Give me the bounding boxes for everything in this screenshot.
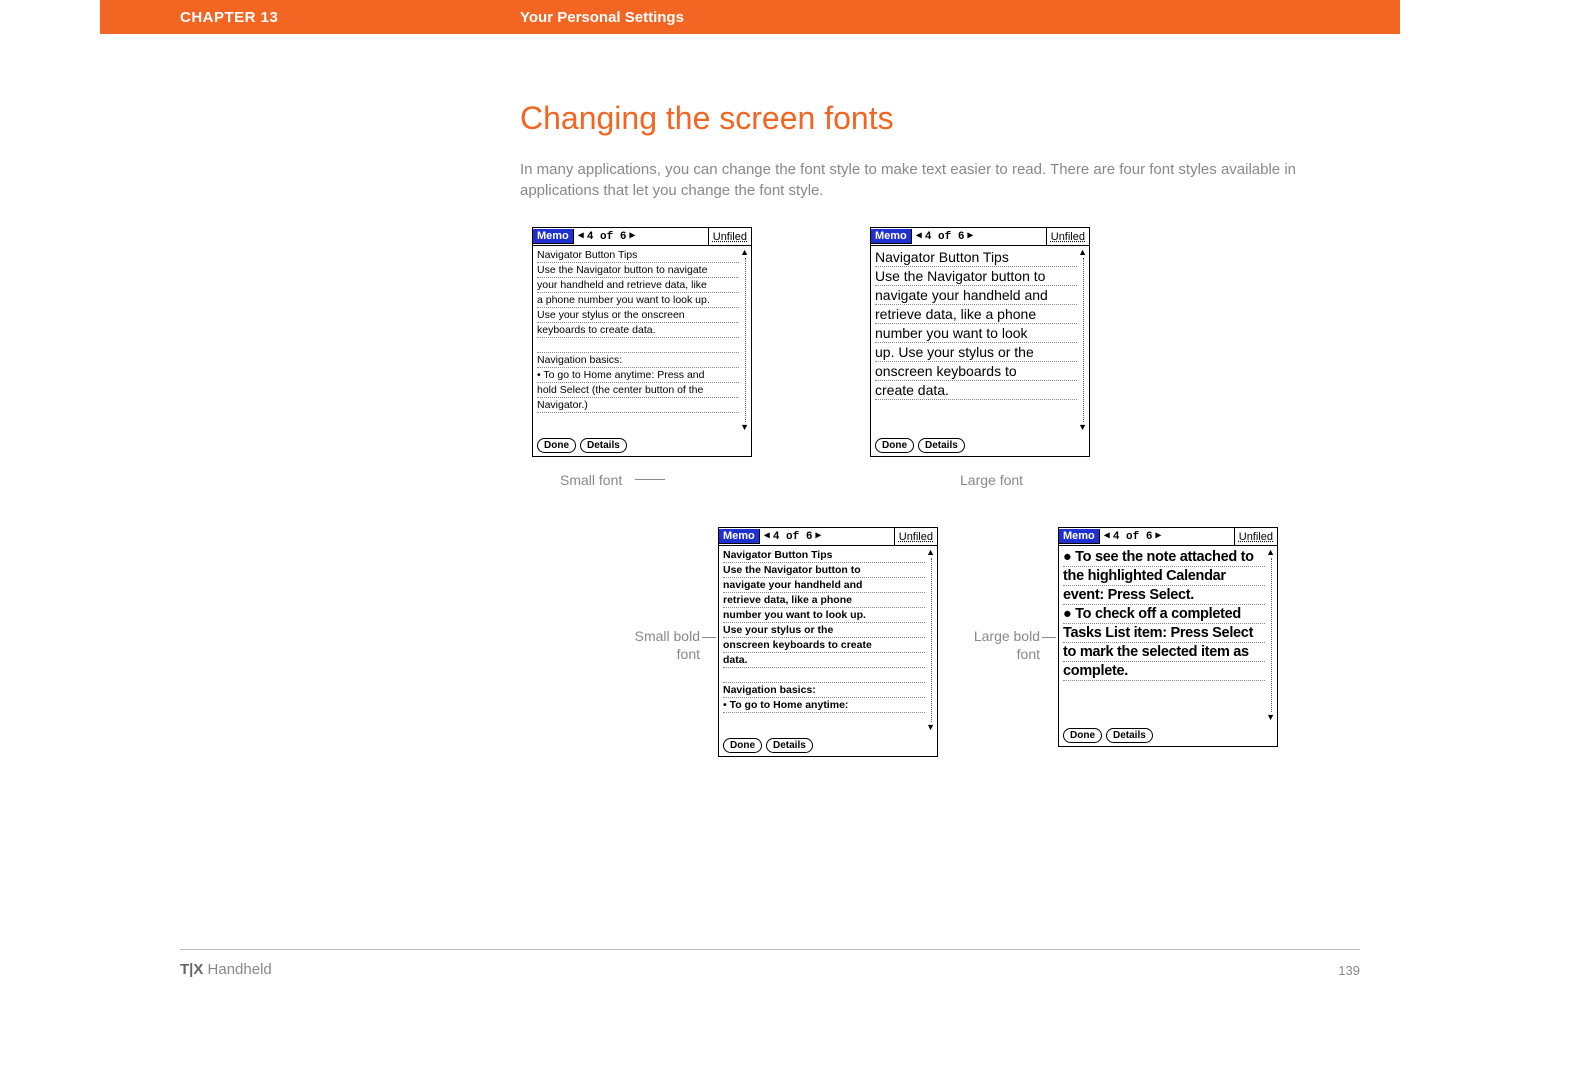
next-icon[interactable]: ▶ (815, 532, 821, 542)
memo-window-small-bold: Memo ◀ 4 of 6 ▶ Unfiled ▲ ▼ Navigator Bu… (718, 527, 938, 757)
caption-large: Large font (960, 471, 1023, 489)
chapter-label: CHAPTER 13 (180, 9, 520, 26)
scroll-down-icon[interactable]: ▼ (1266, 713, 1275, 722)
memo-record-nav[interactable]: ◀ 4 of 6 ▶ (1100, 531, 1166, 543)
memo-counter: 4 of 6 (1113, 531, 1153, 543)
memo-counter: 4 of 6 (773, 531, 813, 543)
figure-zone: Memo ◀ 4 of 6 ▶ Unfiled ▲ ▼ Navigator Bu… (520, 227, 1360, 847)
next-icon[interactable]: ▶ (629, 232, 635, 242)
memo-body: ▲ ▼ Navigator Button TipsUse the Navigat… (719, 546, 937, 734)
section-label: Your Personal Settings (520, 9, 684, 26)
memo-footer: Done Details (719, 734, 937, 756)
memo-category[interactable]: Unfiled (894, 528, 937, 545)
document-page: CHAPTER 13 Your Personal Settings Changi… (100, 0, 1400, 1000)
memo-category[interactable]: Unfiled (1046, 228, 1089, 245)
done-button[interactable]: Done (537, 438, 576, 453)
details-button[interactable]: Details (918, 438, 965, 453)
scroll-down-icon[interactable]: ▼ (1078, 423, 1087, 432)
leader-line (702, 637, 716, 638)
scroll-down-icon[interactable]: ▼ (740, 423, 749, 432)
memo-footer: Done Details (1059, 724, 1277, 746)
memo-header: Memo ◀ 4 of 6 ▶ Unfiled (1059, 528, 1277, 546)
memo-counter: 4 of 6 (925, 231, 965, 243)
memo-app-label: Memo (533, 229, 574, 244)
memo-category[interactable]: Unfiled (708, 228, 751, 245)
footer-product-bold: T|X (180, 961, 203, 978)
memo-record-nav[interactable]: ◀ 4 of 6 ▶ (912, 231, 978, 243)
details-button[interactable]: Details (766, 738, 813, 753)
caption-small: Small font (560, 471, 622, 489)
footer-rule (180, 949, 1360, 950)
prev-icon[interactable]: ◀ (1104, 532, 1110, 542)
memo-body: ▲ ▼ Navigator Button TipsUse the Navigat… (533, 246, 751, 434)
chapter-header-bar: CHAPTER 13 Your Personal Settings (100, 0, 1400, 34)
memo-window-large-bold: Memo ◀ 4 of 6 ▶ Unfiled ▲ ▼ ● To see the… (1058, 527, 1278, 747)
memo-record-nav[interactable]: ◀ 4 of 6 ▶ (760, 531, 826, 543)
memo-counter: 4 of 6 (587, 231, 627, 243)
memo-app-label: Memo (871, 229, 912, 244)
footer-product: T|X Handheld (180, 961, 272, 978)
memo-window-large: Memo ◀ 4 of 6 ▶ Unfiled ▲ ▼ Navigator Bu… (870, 227, 1090, 457)
memo-header: Memo ◀ 4 of 6 ▶ Unfiled (719, 528, 937, 546)
leader-line (635, 479, 665, 480)
caption-large-bold: Large bold font (960, 627, 1040, 663)
memo-body: ▲ ▼ ● To see the note attached tothe hig… (1059, 546, 1277, 724)
scroll-up-icon[interactable]: ▲ (1266, 548, 1275, 557)
memo-header: Memo ◀ 4 of 6 ▶ Unfiled (871, 228, 1089, 246)
memo-text: Navigator Button TipsUse the Navigator b… (537, 248, 739, 413)
prev-icon[interactable]: ◀ (916, 232, 922, 242)
memo-header: Memo ◀ 4 of 6 ▶ Unfiled (533, 228, 751, 246)
intro-paragraph: In many applications, you can change the… (520, 159, 1360, 201)
memo-app-label: Memo (1059, 529, 1100, 544)
scroll-track[interactable] (1271, 558, 1272, 712)
done-button[interactable]: Done (1063, 728, 1102, 743)
details-button[interactable]: Details (1106, 728, 1153, 743)
prev-icon[interactable]: ◀ (764, 532, 770, 542)
caption-small-bold: Small bold font (620, 627, 700, 663)
done-button[interactable]: Done (875, 438, 914, 453)
scroll-track[interactable] (1083, 258, 1084, 422)
prev-icon[interactable]: ◀ (578, 232, 584, 242)
memo-text: ● To see the note attached tothe highlig… (1063, 548, 1265, 681)
memo-category[interactable]: Unfiled (1234, 528, 1277, 545)
memo-record-nav[interactable]: ◀ 4 of 6 ▶ (574, 231, 640, 243)
next-icon[interactable]: ▶ (967, 232, 973, 242)
scroll-track[interactable] (745, 258, 746, 422)
next-icon[interactable]: ▶ (1155, 532, 1161, 542)
scroll-up-icon[interactable]: ▲ (926, 548, 935, 557)
scroll-up-icon[interactable]: ▲ (740, 248, 749, 257)
memo-footer: Done Details (871, 434, 1089, 456)
scroll-up-icon[interactable]: ▲ (1078, 248, 1087, 257)
footer-product-rest: Handheld (203, 961, 271, 978)
scroll-down-icon[interactable]: ▼ (926, 723, 935, 732)
leader-line (1042, 637, 1056, 638)
memo-text: Navigator Button TipsUse the Navigator b… (723, 548, 925, 713)
done-button[interactable]: Done (723, 738, 762, 753)
memo-window-small: Memo ◀ 4 of 6 ▶ Unfiled ▲ ▼ Navigator Bu… (532, 227, 752, 457)
scroll-track[interactable] (931, 558, 932, 722)
page-number: 139 (1338, 963, 1360, 978)
memo-app-label: Memo (719, 529, 760, 544)
content-area: Changing the screen fonts In many applic… (520, 100, 1360, 847)
memo-footer: Done Details (533, 434, 751, 456)
memo-text: Navigator Button TipsUse the Navigator b… (875, 248, 1077, 400)
memo-body: ▲ ▼ Navigator Button TipsUse the Navigat… (871, 246, 1089, 434)
page-title: Changing the screen fonts (520, 100, 1360, 137)
details-button[interactable]: Details (580, 438, 627, 453)
